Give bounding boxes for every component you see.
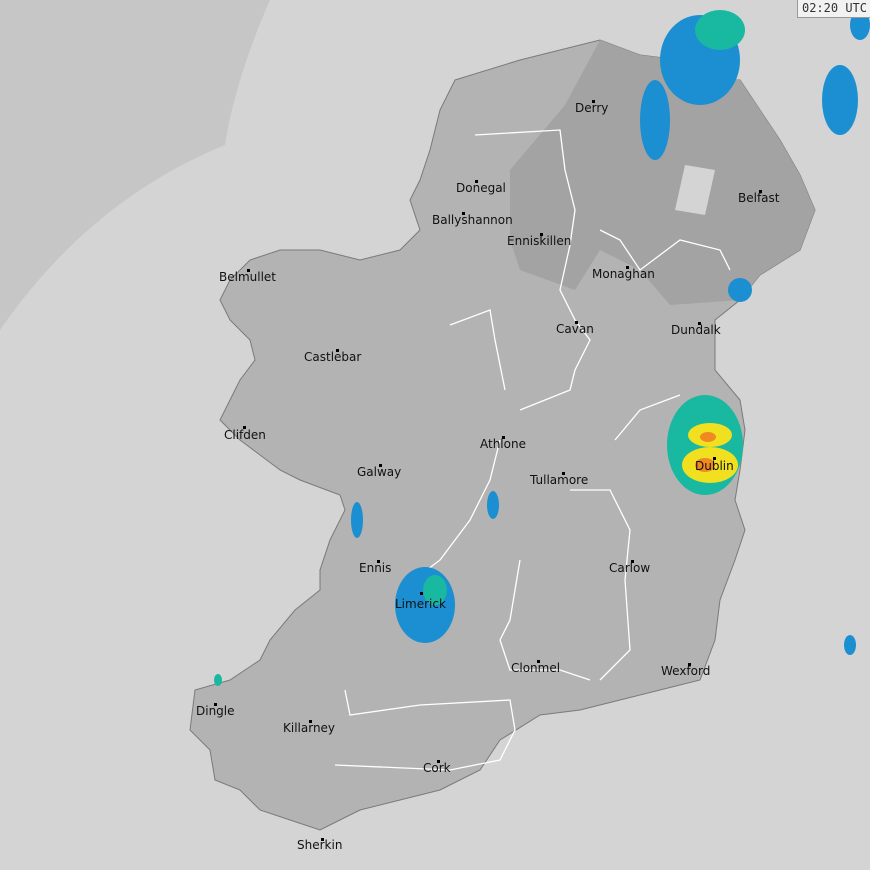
city-marker-icon (562, 472, 565, 475)
city-label: Enniskillen (507, 234, 572, 248)
city-marker-icon (243, 426, 246, 429)
city-marker-icon (420, 592, 423, 595)
city-marker-icon (214, 703, 217, 706)
lough-neagh (675, 165, 715, 215)
city-marker-icon (626, 266, 629, 269)
city-marker-icon (759, 190, 762, 193)
city-label: Sherkin (297, 838, 343, 852)
city-marker-icon (592, 100, 595, 103)
city-label: Wexford (661, 664, 711, 678)
city-label: Tullamore (530, 473, 589, 487)
city-marker-icon (688, 663, 691, 666)
city-label: Athlone (480, 437, 526, 451)
city-label: Castlebar (304, 350, 362, 364)
city-label: Dingle (196, 704, 235, 718)
timestamp: 02:20 UTC (796, 0, 870, 18)
city-marker-icon (713, 457, 716, 460)
city-label: Dublin (695, 459, 734, 473)
city-marker-icon (437, 760, 440, 763)
city-marker-icon (540, 233, 543, 236)
city-marker-icon (379, 464, 382, 467)
city-marker-icon (575, 321, 578, 324)
city-marker-icon (475, 180, 478, 183)
city-label: Derry (575, 101, 609, 115)
radar-precipitation (214, 10, 870, 686)
city-label: Killarney (283, 721, 336, 735)
city-marker-icon (502, 436, 505, 439)
city-label: Belfast (738, 191, 780, 205)
city-label: Belmullet (219, 270, 276, 284)
city-marker-icon (321, 838, 324, 841)
city-label: Galway (357, 465, 402, 479)
city-label: Cork (423, 761, 451, 775)
city-marker-icon (698, 322, 701, 325)
northern-ireland (510, 40, 815, 305)
city-label: Ballyshannon (432, 213, 513, 227)
city-label: Clifden (224, 428, 266, 442)
city-marker-icon (309, 720, 312, 723)
city-label: Clonmel (511, 661, 561, 675)
city-label: Monaghan (592, 267, 655, 281)
city-label: Donegal (456, 181, 506, 195)
city-label: Cavan (556, 322, 594, 336)
city-marker-icon (247, 269, 250, 272)
out-of-range-area (0, 0, 270, 330)
city-marker-icon (336, 349, 339, 352)
city-marker-icon (377, 560, 380, 563)
city-label: Limerick (395, 597, 446, 611)
city-marker-icon (631, 560, 634, 563)
city-label: Ennis (359, 561, 392, 575)
city-marker-icon (537, 660, 540, 663)
city-label: Carlow (609, 561, 651, 575)
city-label: Dundalk (671, 323, 721, 337)
city-marker-icon (462, 212, 465, 215)
